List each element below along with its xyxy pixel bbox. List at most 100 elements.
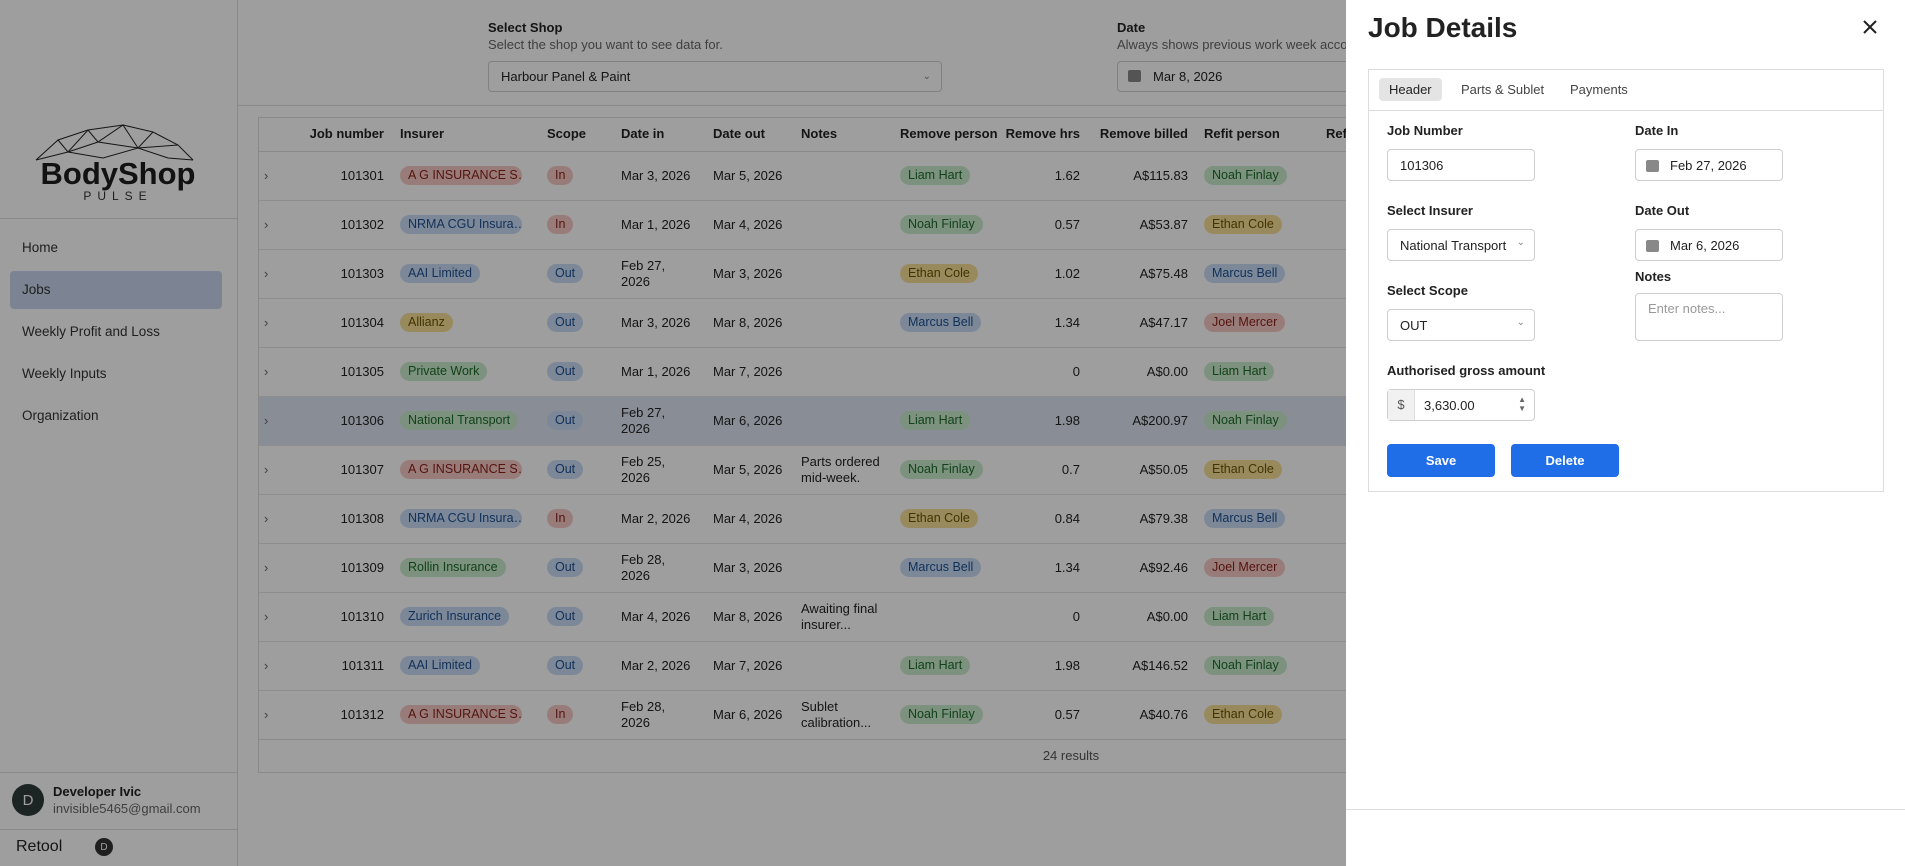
refit-person-tag: Ethan Cole [1204, 460, 1282, 479]
nav-item[interactable]: Home [22, 240, 59, 255]
insurer-tag: National Transport [400, 411, 519, 430]
job: 101311 [341, 657, 384, 673]
save-button[interactable]: Save [1387, 444, 1495, 477]
expand-chevron[interactable]: › [264, 216, 269, 232]
row-divider [259, 690, 1457, 691]
field-value: National Transport [1400, 237, 1507, 253]
scope-tag: Out [547, 264, 584, 283]
refit-person-tag: Liam Hart [1204, 607, 1275, 626]
date-in: Feb 28, 2026 [621, 551, 666, 583]
job-number-input[interactable]: 101306 [1387, 149, 1535, 181]
tab[interactable]: Payments [1570, 82, 1628, 97]
field-label: Authorised gross amount [1387, 363, 1546, 378]
remove-person-tag: Liam Hart [900, 166, 971, 185]
expand-chevron[interactable]: › [264, 657, 269, 673]
expand-chevron[interactable]: › [264, 510, 269, 526]
remove-hrs: 0.57 [1054, 706, 1080, 722]
job: 101312 [340, 706, 384, 722]
shop-select[interactable]: Harbour Panel & Paint ⌄ [488, 61, 942, 92]
remove-person-tag: Noah Finlay [900, 215, 983, 234]
insurer-tag: Private Work [400, 362, 488, 381]
date-in: Feb 28, 2026 [621, 698, 666, 730]
notes-input[interactable]: Enter notes... [1635, 293, 1783, 341]
remove-person-tag: Liam Hart [900, 656, 971, 675]
expand-chevron[interactable]: › [264, 412, 269, 428]
date-in-input[interactable]: Feb 27, 2026 [1635, 149, 1783, 181]
user-name: Developer Ivic [53, 784, 142, 799]
refit-person-tag: Ethan Cole [1204, 705, 1282, 724]
expand-chevron[interactable]: › [264, 706, 269, 722]
insurer-tag: Rollin Insurance [400, 558, 506, 577]
tab[interactable]: Parts & Sublet [1461, 82, 1545, 97]
field-value: OUT [1400, 317, 1428, 333]
remove-hrs: 1.62 [1054, 167, 1080, 183]
expand-chevron[interactable]: › [264, 167, 269, 183]
remove-hrs: 0.7 [1061, 461, 1080, 477]
date-out: Mar 7, 2026 [713, 363, 783, 379]
footer-avatar[interactable]: D [95, 838, 113, 856]
date-out: Mar 5, 2026 [713, 461, 783, 477]
date-out: Mar 5, 2026 [713, 167, 783, 183]
job: 101304 [340, 314, 384, 330]
field-label: Select Scope [1387, 283, 1468, 298]
column-header: Refit person [1204, 126, 1280, 141]
tab[interactable]: Header [1379, 78, 1442, 101]
remove-hrs: 1.02 [1054, 265, 1080, 281]
job: 101305 [340, 363, 384, 379]
close-button[interactable] [1863, 20, 1877, 34]
scope-input[interactable]: ⌄ OUT [1387, 309, 1535, 341]
date-in: Feb 27, 2026 [621, 404, 666, 436]
job: 101301 [340, 167, 384, 183]
refit-person-tag: Noah Finlay [1204, 166, 1287, 185]
date-out-input[interactable]: Mar 6, 2026 [1635, 229, 1783, 261]
expand-chevron[interactable]: › [264, 363, 269, 379]
expand-chevron[interactable]: › [264, 559, 269, 575]
notes-placeholder: Enter notes... [1648, 301, 1726, 316]
field-value: 3,630.00 [1424, 397, 1475, 413]
row-divider [259, 200, 1457, 201]
date-in: Feb 27, 2026 [621, 257, 666, 289]
row-divider [259, 592, 1457, 593]
expand-chevron[interactable]: › [264, 265, 269, 281]
refit-person-tag: Joel Mercer [1204, 558, 1286, 577]
scope-tag: Out [547, 362, 584, 381]
remove-billed: A$146.52 [1132, 657, 1188, 673]
nav-item[interactable]: Organization [22, 408, 99, 423]
nav-item[interactable]: Weekly Profit and Loss [22, 324, 160, 339]
shop-value: Harbour Panel & Paint [501, 69, 631, 84]
scope-tag: Out [547, 411, 584, 430]
column-header: Insurer [400, 126, 445, 141]
nav-item[interactable]: Jobs [10, 271, 222, 309]
job: 101309 [340, 559, 384, 575]
insurer-input[interactable]: ⌄ National Transport [1387, 229, 1535, 261]
scope-tag: Out [547, 558, 584, 577]
nav-item[interactable]: Weekly Inputs [22, 366, 107, 381]
field-label: Select Insurer [1387, 203, 1473, 218]
remove-person-tag: Noah Finlay [900, 705, 983, 724]
job: 101307 [340, 461, 384, 477]
refit-person-tag: Liam Hart [1204, 362, 1275, 381]
date-value: Mar 8, 2026 [1153, 69, 1223, 84]
scope-tag: Out [547, 607, 584, 626]
insurer-tag: AAI Limited [400, 264, 480, 283]
shop-hint: Select the shop you want to see data for… [488, 37, 723, 52]
expand-chevron[interactable]: › [264, 608, 269, 624]
brand[interactable]: Retool [16, 838, 63, 855]
field-label: Job Number [1387, 123, 1463, 138]
refit-person-tag: Noah Finlay [1204, 656, 1287, 675]
calendar-icon [1646, 160, 1659, 172]
expand-chevron[interactable]: › [264, 314, 269, 330]
expand-chevron[interactable]: › [264, 461, 269, 477]
remove-billed: A$50.05 [1139, 461, 1188, 477]
remove-billed: A$53.87 [1139, 216, 1188, 232]
delete-button[interactable]: Delete [1511, 444, 1619, 477]
refit-person-tag: Marcus Bell [1204, 264, 1286, 283]
date-out: Mar 3, 2026 [713, 265, 783, 281]
job: 101308 [340, 510, 384, 526]
stepper[interactable]: ▲ ▼ [1518, 395, 1526, 413]
sidebar: BodyShop PULSE Home Jobs Weekly Profit and… [0, 0, 238, 866]
date-in: Mar 1, 2026 [621, 216, 691, 232]
shop-label: Select Shop [488, 20, 563, 35]
insurer-tag: A G INSURANCE S… [400, 705, 522, 724]
amount-input[interactable]: $ ▲ ▼ 3,630.00 [1387, 389, 1535, 421]
